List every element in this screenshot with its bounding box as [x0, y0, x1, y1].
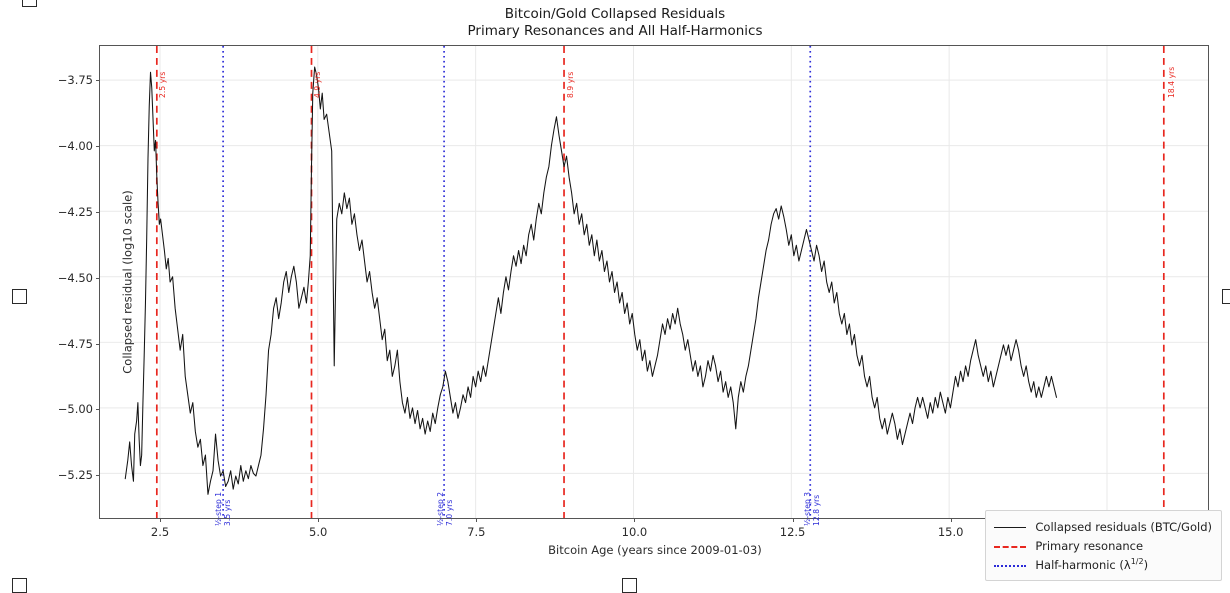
x-axis-label: Bitcoin Age (years since 2009-01-03)	[548, 543, 762, 557]
x-tick-mark-0	[160, 518, 162, 522]
legend-item-2[interactable]: Half-harmonic (λ1/2)	[994, 555, 1212, 574]
x-tick-mark-4	[792, 518, 794, 522]
primary-resonance-label-4: 18.4 yrs	[1167, 66, 1177, 98]
plot-svg	[100, 46, 1208, 518]
x-tick-label-5: 15.0	[937, 525, 964, 539]
legend-item-0[interactable]: Collapsed residuals (BTC/Gold)	[994, 517, 1212, 536]
x-tick-mark-5	[950, 518, 952, 522]
plot-area: Collapsed residual (log10 scale) Bitcoin…	[58, 45, 1209, 557]
legend-label-2: Half-harmonic (λ1/2)	[1035, 557, 1149, 572]
legend-swatch-dotted-icon	[994, 559, 1027, 571]
y-tick-mark-3	[96, 277, 100, 279]
primary-resonance-label-2: 4.9 yrs	[313, 71, 323, 98]
x-tick-label-4: 12.5	[779, 525, 806, 539]
y-tick-label-6: −5.25	[57, 468, 93, 483]
x-tick-mark-1	[318, 518, 320, 522]
x-tick-mark-3	[634, 518, 636, 522]
y-axis-label: Collapsed residual (log10 scale)	[120, 190, 135, 374]
x-tick-label-3: 10.0	[621, 525, 648, 539]
chart-legend: Collapsed residuals (BTC/Gold) Primary re…	[985, 510, 1222, 581]
y-tick-label-0: −3.75	[57, 73, 93, 88]
legend-item-1[interactable]: Primary resonance	[994, 536, 1212, 555]
y-tick-mark-1	[96, 146, 100, 148]
y-tick-mark-4	[96, 343, 100, 345]
resize-handle-left[interactable]	[12, 289, 27, 304]
y-tick-mark-0	[96, 80, 100, 82]
primary-resonance-label-3: 8.9 yrs	[566, 71, 576, 98]
resize-handle-bottom-center[interactable]	[622, 578, 637, 593]
legend-swatch-dashed-icon	[994, 540, 1027, 552]
y-tick-label-5: −5.00	[57, 402, 93, 417]
y-tick-mark-6	[96, 475, 100, 477]
y-tick-label-3: −4.50	[57, 270, 93, 285]
x-tick-mark-2	[476, 518, 478, 522]
y-tick-label-2: −4.25	[57, 204, 93, 219]
legend-swatch-solid-icon	[994, 521, 1027, 533]
chart-title: Bitcoin/Gold Collapsed Residuals Primary…	[467, 6, 763, 39]
half-harmonic-label-5: ½-step 1 3.5 yrs	[214, 491, 232, 526]
x-tick-label-0: 2.5	[150, 525, 170, 539]
y-tick-label-4: −4.75	[57, 336, 93, 351]
x-tick-label-1: 5.0	[309, 525, 328, 539]
resize-handle-right[interactable]	[1222, 289, 1230, 304]
y-tick-mark-5	[96, 409, 100, 411]
legend-label-1: Primary resonance	[1035, 538, 1144, 553]
x-tick-label-2: 7.5	[467, 525, 486, 539]
y-tick-mark-2	[96, 211, 100, 213]
primary-resonance-label-1: 2.5 yrs	[158, 71, 168, 98]
half-harmonic-label-7: ½-step 3 12.8 yrs	[802, 491, 821, 526]
series-line-0	[124, 66, 1058, 495]
half-harmonic-label-6: ½-step 2 7.0 yrs	[435, 491, 454, 526]
legend-label-0: Collapsed residuals (BTC/Gold)	[1035, 519, 1212, 534]
resize-handle-bottom-left[interactable]	[12, 578, 27, 593]
y-tick-label-1: −4.00	[57, 139, 93, 154]
resize-handle-top-left[interactable]	[22, 0, 37, 7]
